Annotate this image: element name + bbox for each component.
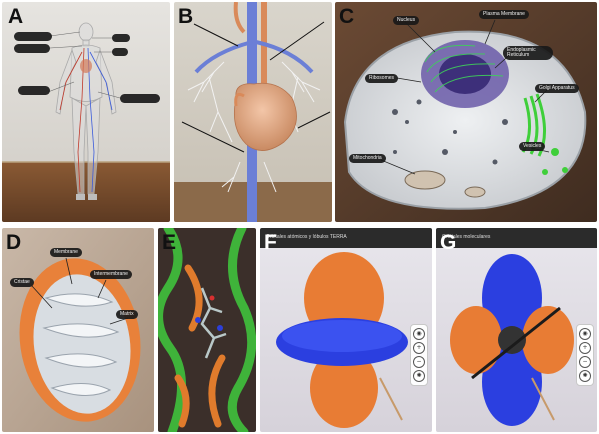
- body-label-5[interactable]: [18, 86, 50, 95]
- panel-label-a: A: [8, 5, 24, 28]
- panel-c-cell: Nucleus Plasma Membrane Endoplasmic Reti…: [335, 2, 597, 222]
- protein-structure-model: [158, 228, 256, 432]
- body-label-2[interactable]: [14, 44, 50, 53]
- zoom-in-icon[interactable]: +: [579, 342, 591, 354]
- molecular-orbital-model: [436, 228, 597, 432]
- cell-label-nucleus[interactable]: Nucleus: [393, 16, 420, 25]
- app-header-g: Orbitales moleculares: [436, 228, 597, 248]
- animal-cell-model: [335, 2, 597, 222]
- settings-icon[interactable]: ✺: [413, 370, 425, 382]
- app-header-title: Orbitales atómicos y lóbulos TERRA: [266, 234, 347, 240]
- cell-label-golgi[interactable]: Golgi Apparatus: [535, 84, 579, 93]
- cell-label-plasma-membrane[interactable]: Plasma Membrane: [479, 10, 529, 19]
- panel-label-g: G: [440, 231, 457, 254]
- panel-label-e: E: [162, 231, 177, 254]
- panel-g-molecular-orbital: Orbitales moleculares ◉ + − ✺ G: [436, 228, 597, 432]
- panel-label-d: D: [6, 231, 22, 254]
- body-label-4[interactable]: [112, 48, 128, 56]
- panel-f-atomic-orbital: Orbitales atómicos y lóbulos TERRA ◉ + −…: [260, 228, 432, 432]
- cell-label-mitochondria[interactable]: Mitochondria: [349, 154, 386, 163]
- zoom-in-icon[interactable]: +: [413, 342, 425, 354]
- human-body-model: [2, 2, 170, 222]
- panel-label-f: F: [264, 231, 277, 254]
- panel-a-human-body: A: [2, 2, 170, 222]
- heart-model: [174, 2, 332, 222]
- body-label-6[interactable]: [120, 94, 160, 103]
- body-label-3[interactable]: [112, 34, 130, 42]
- app-header-g-title: Orbitales moleculares: [442, 234, 491, 240]
- mitochondrion-model: [2, 228, 154, 432]
- panel-label-b: B: [178, 5, 194, 28]
- mito-label-membrane[interactable]: Membrane: [50, 248, 82, 257]
- panel-e-protein: E: [158, 228, 256, 432]
- zoom-out-icon[interactable]: −: [413, 356, 425, 368]
- camera-icon[interactable]: ◉: [579, 328, 591, 340]
- cell-label-er[interactable]: Endoplasmic Reticulum: [503, 46, 553, 60]
- mito-label-matrix[interactable]: Matrix: [116, 310, 138, 319]
- view-toolbar-g: ◉ + − ✺: [576, 324, 594, 386]
- cell-label-vesicles[interactable]: Vesicles: [519, 142, 546, 151]
- zoom-out-icon[interactable]: −: [579, 356, 591, 368]
- mito-label-intermembrane[interactable]: Intermembrane: [90, 270, 132, 279]
- view-toolbar: ◉ + − ✺: [410, 324, 428, 386]
- app-header: Orbitales atómicos y lóbulos TERRA: [260, 228, 432, 248]
- atomic-orbital-model: [260, 228, 432, 432]
- body-label-1[interactable]: [14, 32, 52, 41]
- panel-d-mitochondrion: Membrane Intermembrane Cristae Matrix D: [2, 228, 154, 432]
- settings-icon[interactable]: ✺: [579, 370, 591, 382]
- panel-label-c: C: [339, 5, 355, 28]
- cell-label-ribosomes[interactable]: Ribosomes: [365, 74, 399, 83]
- camera-icon[interactable]: ◉: [413, 328, 425, 340]
- mito-label-cristae[interactable]: Cristae: [10, 278, 34, 287]
- panel-b-heart: B: [174, 2, 332, 222]
